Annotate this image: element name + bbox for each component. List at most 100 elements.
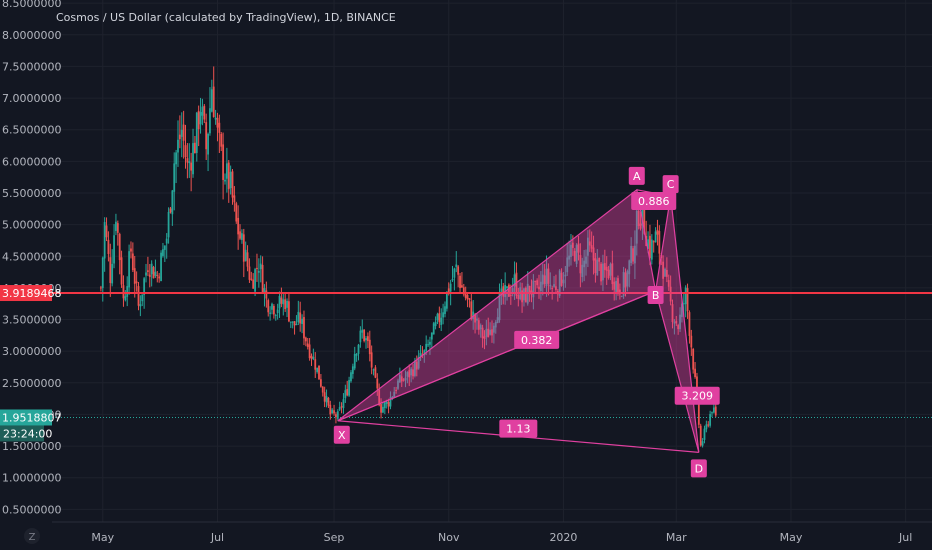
candle-body (479, 325, 482, 330)
candle-body (523, 288, 525, 301)
candle-body (244, 249, 247, 261)
candle-body (152, 267, 155, 279)
y-tick-label: 8.5000000 (2, 0, 62, 10)
candle-body (233, 195, 236, 203)
y-tick-label: 3.5000000 (2, 314, 62, 327)
candle-body (194, 142, 196, 154)
candle-body (109, 257, 112, 283)
candle-body (133, 268, 136, 284)
candle-body (231, 171, 234, 198)
candle-body (135, 281, 138, 284)
candle-body (573, 250, 576, 262)
candle-body (156, 275, 159, 277)
candle-body (532, 280, 535, 298)
candle-body (391, 396, 394, 399)
candle-body (594, 258, 597, 274)
candle-body (267, 300, 270, 313)
y-tick-label: 1.0000000 (2, 472, 62, 485)
candle-body (295, 324, 298, 326)
x-tick-label: Jul (898, 531, 912, 544)
candle-body (498, 292, 501, 321)
candle-body (491, 329, 493, 336)
candle-body (714, 406, 717, 416)
candle-body (436, 313, 439, 321)
candle-body (445, 291, 448, 309)
candle-body (464, 293, 467, 298)
candle-body (673, 322, 676, 324)
candle-body (329, 404, 332, 415)
candle-body (711, 412, 713, 414)
candle-body (291, 321, 294, 323)
ratio-label: 0.382 (521, 334, 553, 347)
candle-body (327, 397, 330, 406)
candle-body (331, 409, 334, 414)
candle-body (699, 425, 702, 446)
candle-body (282, 299, 285, 305)
candle-body (393, 391, 396, 398)
candle-body (137, 286, 140, 306)
candle-body (382, 406, 384, 413)
brand-logo-icon[interactable]: Z (24, 528, 40, 544)
candle-body (111, 263, 114, 284)
candle-body (682, 303, 685, 305)
candle-body (101, 257, 104, 289)
candle-body (124, 296, 127, 301)
candle-body (122, 285, 125, 299)
candle-body (126, 286, 129, 297)
pattern-point-label: B (652, 289, 660, 302)
candle-body (664, 268, 666, 277)
candle-body (316, 367, 319, 372)
candle-body (361, 329, 364, 333)
candle-body (605, 266, 608, 271)
candle-body (115, 221, 117, 231)
candle-body (224, 179, 226, 182)
candle-body (274, 315, 277, 317)
price-tag-label: 3.9189468 (2, 287, 62, 300)
candle-body (173, 163, 176, 192)
candle-body (447, 288, 450, 294)
candle-body (304, 337, 307, 342)
candle-body (408, 370, 411, 378)
candle-body (669, 286, 672, 302)
candle-body (154, 271, 157, 276)
chart-title: Cosmos / US Dollar (calculated by Tradin… (56, 11, 396, 24)
candle-body (419, 352, 422, 357)
candle-body (192, 143, 194, 175)
candle-body (278, 296, 281, 309)
candle-body (581, 264, 584, 277)
candle-body (634, 245, 636, 264)
candle-body (402, 379, 405, 381)
candle-body (306, 343, 309, 347)
candle-body (131, 253, 134, 271)
candle-body (180, 129, 183, 137)
candle-body (199, 112, 202, 125)
x-tick-label: Sep (324, 531, 345, 544)
ratio-label-box (499, 419, 538, 438)
price-tag-label: 1.9518807 (2, 411, 62, 424)
candle-body (363, 329, 366, 342)
y-tick-label: 8.0000000 (2, 29, 62, 42)
candle-body (205, 122, 208, 150)
candle-body (536, 280, 539, 286)
candle-body (118, 233, 121, 261)
candle-body (336, 411, 339, 419)
y-tick-label: 4.5000000 (2, 250, 62, 263)
candle-body (387, 401, 390, 407)
candle-body (483, 336, 486, 339)
y-tick-label: 7.0000000 (2, 92, 62, 105)
candle-body (197, 110, 200, 130)
candle-body (406, 372, 409, 377)
candle-body (521, 290, 523, 303)
candle-body (487, 328, 490, 338)
candle-body (667, 280, 670, 287)
candle-body (314, 359, 317, 370)
pattern-point-box (647, 286, 664, 305)
candle-body (508, 284, 510, 297)
candle-body (378, 389, 381, 406)
candle-body (671, 304, 674, 323)
candle-body (239, 231, 241, 239)
candle-body (227, 162, 230, 190)
candle-body (397, 380, 399, 389)
candle-body (675, 320, 678, 324)
